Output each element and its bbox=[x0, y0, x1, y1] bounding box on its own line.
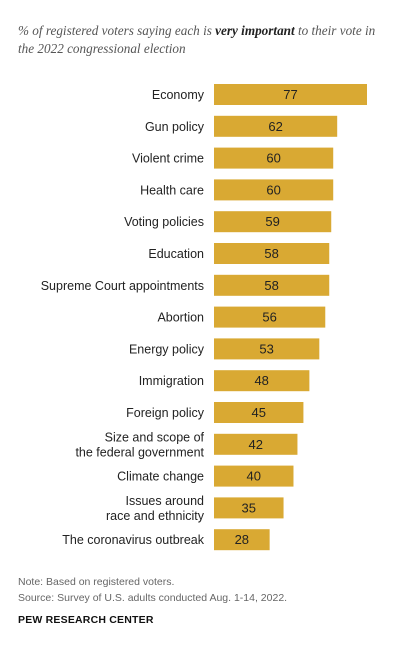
category-label-line: Abortion bbox=[157, 311, 204, 325]
bar-value-label: 40 bbox=[247, 469, 261, 484]
category-label-line: Violent crime bbox=[132, 152, 204, 166]
bar bbox=[214, 433, 298, 455]
bar-row: 58 Supreme Court appointments bbox=[41, 274, 330, 296]
brand-logo-text: PEW RESEARCH CENTER bbox=[18, 614, 154, 626]
category-label-line: Immigration bbox=[139, 374, 204, 388]
category-label: Foreign policy bbox=[126, 406, 205, 420]
bar-value-label: 53 bbox=[259, 341, 273, 356]
bar-row: 60 Violent crime bbox=[132, 147, 334, 169]
bar bbox=[214, 529, 270, 551]
source-text: Source: Survey of U.S. adults conducted … bbox=[18, 592, 288, 604]
bar-value-label: 56 bbox=[262, 310, 276, 325]
bar-row: 58 Education bbox=[148, 243, 330, 264]
category-label: Education bbox=[148, 247, 204, 261]
category-label: Supreme Court appointments bbox=[41, 279, 204, 293]
category-label: Issues around race and ethnicity bbox=[106, 494, 205, 523]
category-label-line: Voting policies bbox=[124, 215, 204, 229]
bar bbox=[214, 84, 367, 105]
bar-chart: 77 Economy 62 Gun policy 60 Violent crime 60 He… bbox=[41, 84, 367, 551]
category-label: Gun policy bbox=[145, 120, 205, 134]
category-label: Size and scope of the federal government bbox=[75, 430, 204, 459]
category-label-line: Health care bbox=[140, 183, 204, 197]
bar-row: 77 Economy bbox=[152, 84, 367, 105]
bar-row: 35 Issues around race and ethnicity bbox=[106, 494, 284, 523]
chart-subtitle: % of registered voters saying each is ve… bbox=[18, 22, 388, 58]
category-label: Climate change bbox=[117, 470, 204, 484]
category-label-line: Issues around bbox=[125, 494, 204, 508]
subtitle-text-emphasis: very important bbox=[215, 23, 295, 38]
bar bbox=[214, 274, 330, 296]
bar-value-label: 48 bbox=[254, 373, 268, 388]
bar bbox=[214, 115, 338, 137]
category-label: Energy policy bbox=[129, 342, 205, 356]
subtitle-text-start: % of registered voters saying each is bbox=[18, 23, 216, 38]
bar-value-label: 58 bbox=[264, 278, 278, 293]
category-label-line: race and ethnicity bbox=[106, 509, 205, 523]
category-label-line: The coronavirus outbreak bbox=[62, 533, 204, 547]
bar-value-label: 42 bbox=[248, 437, 262, 452]
bar-value-label: 58 bbox=[264, 246, 278, 261]
category-label: Violent crime bbox=[132, 152, 204, 166]
category-label-line: the federal government bbox=[75, 445, 204, 459]
category-label-line: Climate change bbox=[117, 470, 204, 484]
bar-row: 60 Health care bbox=[140, 179, 334, 201]
bar-row: 56 Abortion bbox=[157, 306, 326, 328]
category-label: Voting policies bbox=[124, 215, 204, 229]
bar-value-label: 45 bbox=[251, 405, 265, 420]
category-label-line: Supreme Court appointments bbox=[41, 279, 204, 293]
bar-value-label: 62 bbox=[268, 119, 282, 134]
bar-row: 59 Voting policies bbox=[124, 211, 332, 233]
note-text: Note: Based on registered voters. bbox=[18, 576, 175, 588]
category-label: Immigration bbox=[139, 374, 204, 388]
bar bbox=[214, 370, 310, 392]
bar-row: 42 Size and scope of the federal governmen… bbox=[75, 430, 298, 459]
bar-row: 28 The coronavirus outbreak bbox=[62, 529, 270, 551]
category-label-line: Size and scope of bbox=[105, 430, 205, 444]
category-label: Health care bbox=[140, 183, 204, 197]
category-label: Economy bbox=[152, 88, 205, 102]
bar-value-label: 77 bbox=[283, 87, 297, 102]
bar bbox=[214, 147, 334, 169]
bar-value-label: 60 bbox=[266, 182, 280, 197]
bar bbox=[214, 338, 320, 360]
category-label-line: Economy bbox=[152, 88, 205, 102]
chart-footnotes: Note: Based on registered voters. Source… bbox=[18, 574, 287, 606]
bar-row: 53 Energy policy bbox=[129, 338, 320, 360]
bar bbox=[214, 465, 294, 487]
category-label-line: Energy policy bbox=[129, 342, 205, 356]
category-label-line: Gun policy bbox=[145, 120, 205, 134]
category-label-line: Education bbox=[148, 247, 204, 261]
category-label: The coronavirus outbreak bbox=[62, 533, 204, 547]
bar bbox=[214, 306, 326, 328]
bar bbox=[214, 497, 284, 519]
bar bbox=[214, 402, 304, 423]
bar bbox=[214, 211, 332, 233]
category-label: Abortion bbox=[157, 311, 204, 325]
bar-value-label: 35 bbox=[242, 500, 256, 515]
bar-value-label: 28 bbox=[235, 532, 249, 547]
bar-value-label: 59 bbox=[265, 214, 279, 229]
bar bbox=[214, 243, 330, 264]
subtitle-text-end: to their vote in the 2022 congressional … bbox=[18, 23, 376, 56]
bar-row: 48 Immigration bbox=[139, 370, 310, 392]
bar bbox=[214, 179, 334, 201]
bar-value-label: 60 bbox=[266, 151, 280, 166]
bar-row: 45 Foreign policy bbox=[126, 402, 304, 423]
bar-row: 62 Gun policy bbox=[145, 115, 338, 137]
bar-row: 40 Climate change bbox=[117, 465, 294, 487]
category-label-line: Foreign policy bbox=[126, 406, 205, 420]
